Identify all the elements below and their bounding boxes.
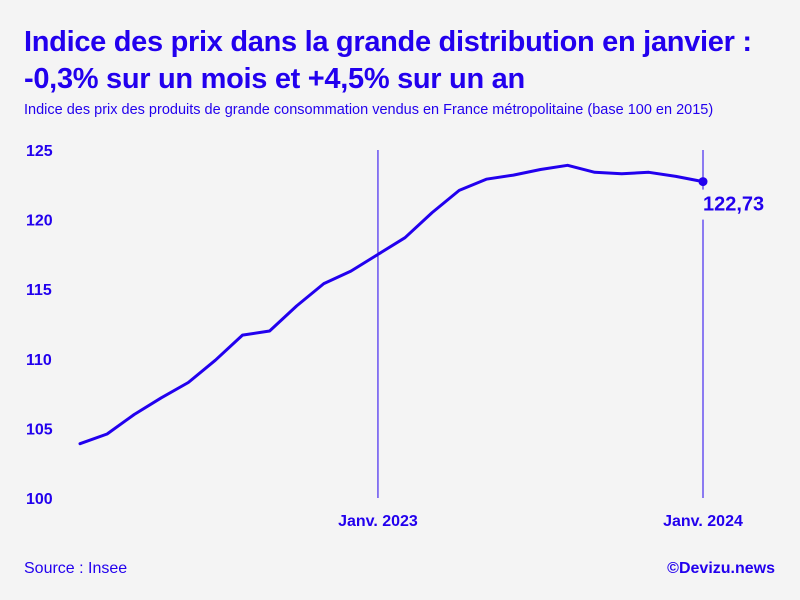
brand-credit: ©Devizu.news (667, 560, 775, 577)
chart-title-line-1: Indice des prix dans la grande distribut… (24, 26, 752, 58)
y-tick-label: 115 (26, 282, 52, 299)
x-axis-ticks: Janv. 2023 Janv. 2024 (338, 150, 743, 530)
y-tick-label: 100 (26, 491, 53, 508)
series-group (78, 163, 705, 446)
end-label-background (699, 189, 779, 220)
series-line (78, 163, 705, 446)
y-tick-label: 105 (26, 421, 53, 438)
x-tick-label: Janv. 2023 (338, 513, 418, 530)
y-tick-label: 120 (26, 213, 53, 230)
x-tick-label: Janv. 2024 (663, 513, 743, 530)
source-note: Source : Insee (24, 560, 128, 577)
y-axis-ticks: 100 105 110 115 120 125 (26, 143, 53, 508)
chart-title: Indice des prix dans la grande distribut… (24, 24, 784, 98)
end-value-label: 122,73 (703, 194, 764, 216)
chart-title-line-2: -0,3% sur un mois et +4,5% sur un an (24, 63, 525, 95)
annotations: 122,73 (698, 177, 779, 220)
y-tick-label: 125 (26, 143, 53, 160)
end-point-marker (698, 177, 708, 187)
y-tick-label: 110 (26, 352, 52, 369)
chart-subtitle: Indice des prix des produits de grande c… (24, 102, 714, 118)
